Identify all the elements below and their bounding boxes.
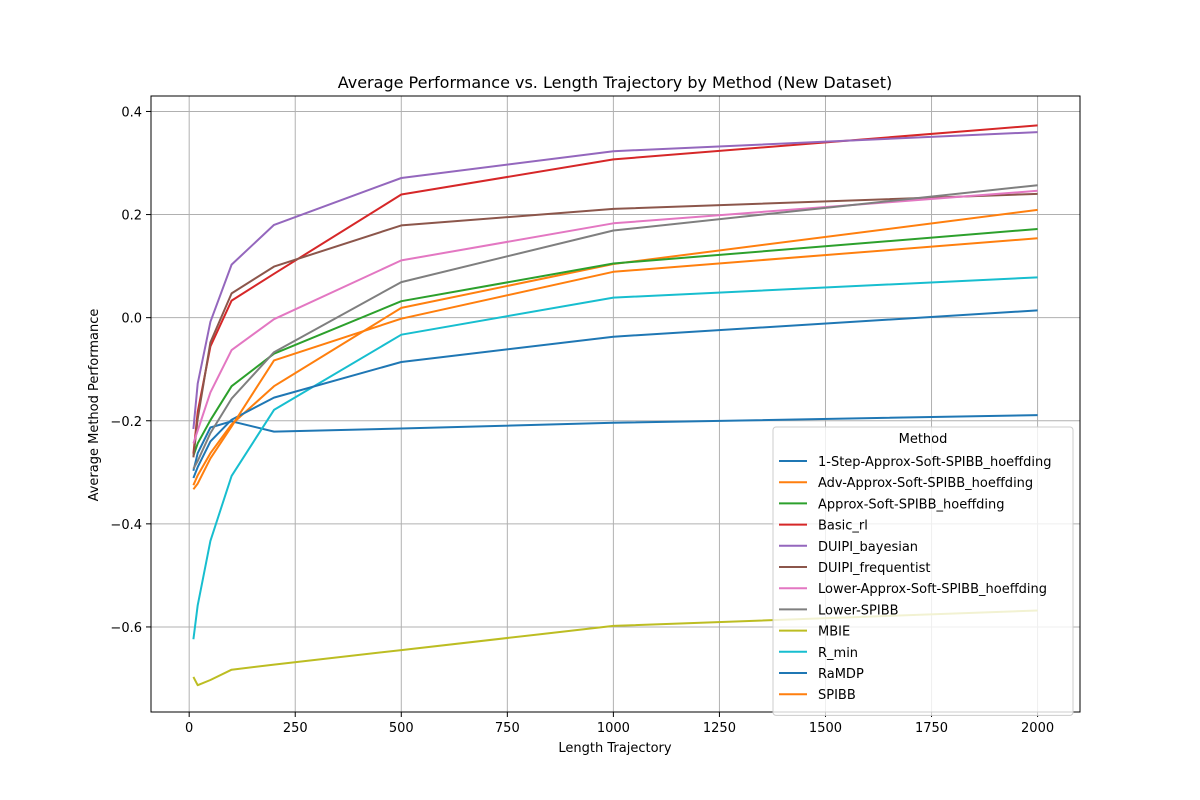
series-line-duipi-bayesian xyxy=(192,131,1038,430)
chart-title: Average Performance vs. Length Trajector… xyxy=(338,73,893,92)
legend-label: SPIBB xyxy=(818,688,856,703)
legend-label: Adv-Approx-Soft-SPIBB_hoeffding xyxy=(818,476,1033,491)
series-line-lower-spibb xyxy=(192,184,1038,470)
series-lines xyxy=(192,124,1038,687)
series-line-lower-approx-soft-spibb-hoeffding xyxy=(192,189,1038,444)
legend-label: DUIPI_frequentist xyxy=(818,561,930,576)
legend-label: Approx-Soft-SPIBB_hoeffding xyxy=(818,497,1005,512)
x-axis-label: Length Trajectory xyxy=(558,741,671,756)
y-tick-label: −0.6 xyxy=(110,621,142,636)
legend-title: Method xyxy=(899,432,948,447)
x-tick-label: 1000 xyxy=(597,721,630,736)
series-line-ramdp xyxy=(192,309,1038,479)
x-tick-label: 2000 xyxy=(1021,721,1054,736)
legend-label: DUIPI_bayesian xyxy=(818,540,918,555)
y-tick-label: 0.0 xyxy=(121,312,142,327)
legend-label: Lower-Approx-Soft-SPIBB_hoeffding xyxy=(818,582,1047,597)
legend-label: MBIE xyxy=(818,625,850,640)
series-line-adv-approx-soft-spibb-hoeffding xyxy=(192,208,1038,486)
y-tick-label: −0.2 xyxy=(110,415,142,430)
x-tick-label: 500 xyxy=(389,721,414,736)
y-tick-label: 0.4 xyxy=(121,105,142,120)
series-line-approx-soft-spibb-hoeffding xyxy=(192,228,1038,457)
y-axis-label: Average Method Performance xyxy=(87,309,102,502)
legend-box xyxy=(772,426,1074,716)
y-tick-label: −0.4 xyxy=(110,518,142,533)
legend-label: 1-Step-Approx-Soft-SPIBB_hoeffding xyxy=(818,455,1051,470)
plot-frame xyxy=(150,95,1081,713)
x-tick-label: 750 xyxy=(495,721,520,736)
series-line-spibb xyxy=(192,237,1038,490)
x-tick-label: 250 xyxy=(283,721,308,736)
series-line-1-step-approx-soft-spibb-hoeffding xyxy=(192,414,1038,472)
x-tick-label: 1750 xyxy=(915,721,948,736)
legend-items: 1-Step-Approx-Soft-SPIBB_hoeffding Adv-Ap… xyxy=(779,455,1051,703)
legend-label: Lower-SPIBB xyxy=(818,603,899,618)
x-tick-label: 0 xyxy=(185,721,193,736)
legend-label: Basic_rl xyxy=(818,519,868,534)
legend-label: R_min xyxy=(818,646,858,661)
axis-ticks: 0 250 500 750 1000 1250 1500 1750 2000 −0.6 −0.4 −0… xyxy=(110,105,1054,736)
x-tick-label: 1500 xyxy=(809,721,842,736)
series-line-r-min xyxy=(192,276,1038,640)
legend-label: RaMDP xyxy=(818,667,864,682)
series-line-mbie xyxy=(192,609,1038,687)
x-tick-label: 1250 xyxy=(703,721,736,736)
y-tick-label: 0.2 xyxy=(121,209,142,224)
legend: Method 1-Step-Approx-Soft-SPIBB_hoeffdin… xyxy=(772,426,1074,716)
series-line-duipi-frequentist xyxy=(192,192,1038,458)
